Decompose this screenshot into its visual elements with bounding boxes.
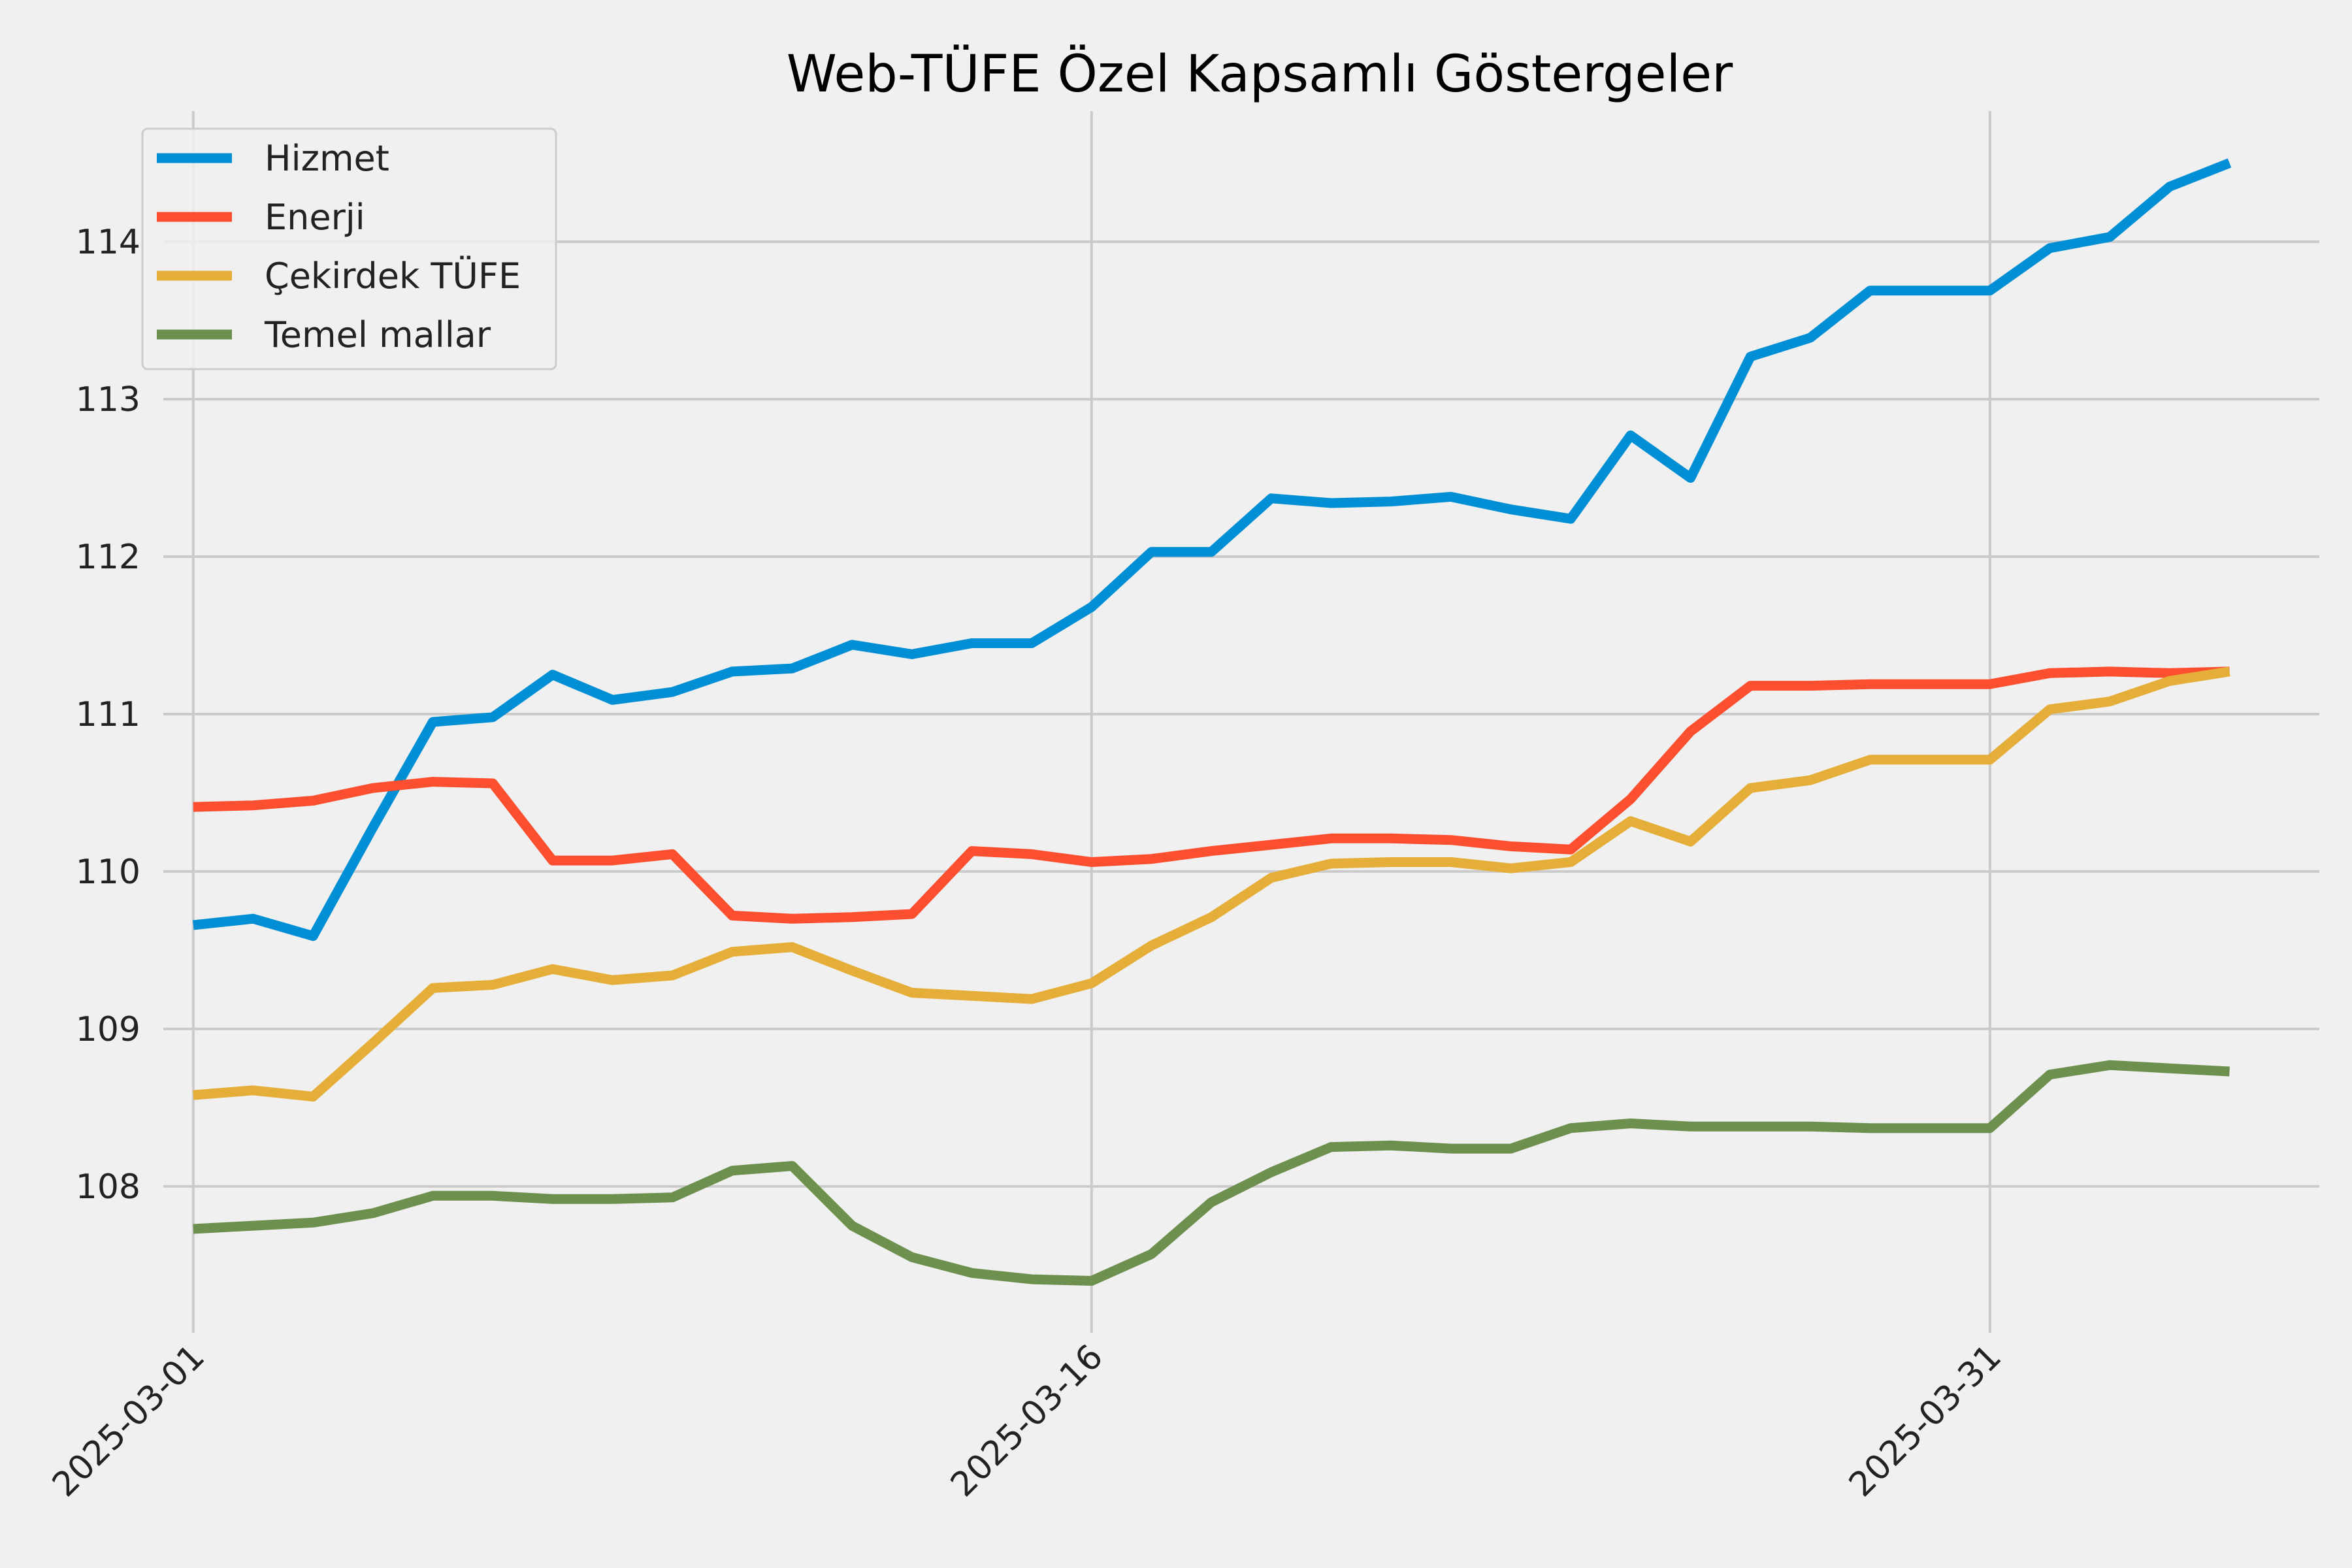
- y-tick-label: 109: [76, 1010, 140, 1049]
- y-tick-label: 111: [76, 695, 140, 734]
- y-tick-label: 112: [76, 538, 140, 577]
- y-tick-label: 108: [76, 1168, 140, 1207]
- chart-title: Web-TÜFE Özel Kapsamlı Göstergeler: [787, 44, 1733, 104]
- y-tick-label: 113: [76, 380, 140, 419]
- y-tick-label: 114: [76, 223, 140, 262]
- series-line-2: [193, 666, 2230, 1102]
- legend-label-3: Temel mallar: [264, 314, 491, 355]
- series-line-0: [193, 158, 2232, 941]
- y-tick-label: 110: [76, 853, 140, 892]
- series-line-1: [193, 666, 2230, 924]
- series-line-3: [193, 1060, 2230, 1286]
- series-lines: [193, 158, 2232, 1286]
- legend-box: [141, 127, 557, 370]
- legend: Hizmet Enerji Çekirdek TÜFE Temel mallar: [141, 127, 557, 370]
- legend-label-1: Enerji: [265, 197, 365, 238]
- legend-label-0: Hizmet: [265, 138, 389, 179]
- legend-label-2: Çekirdek TÜFE: [265, 255, 521, 297]
